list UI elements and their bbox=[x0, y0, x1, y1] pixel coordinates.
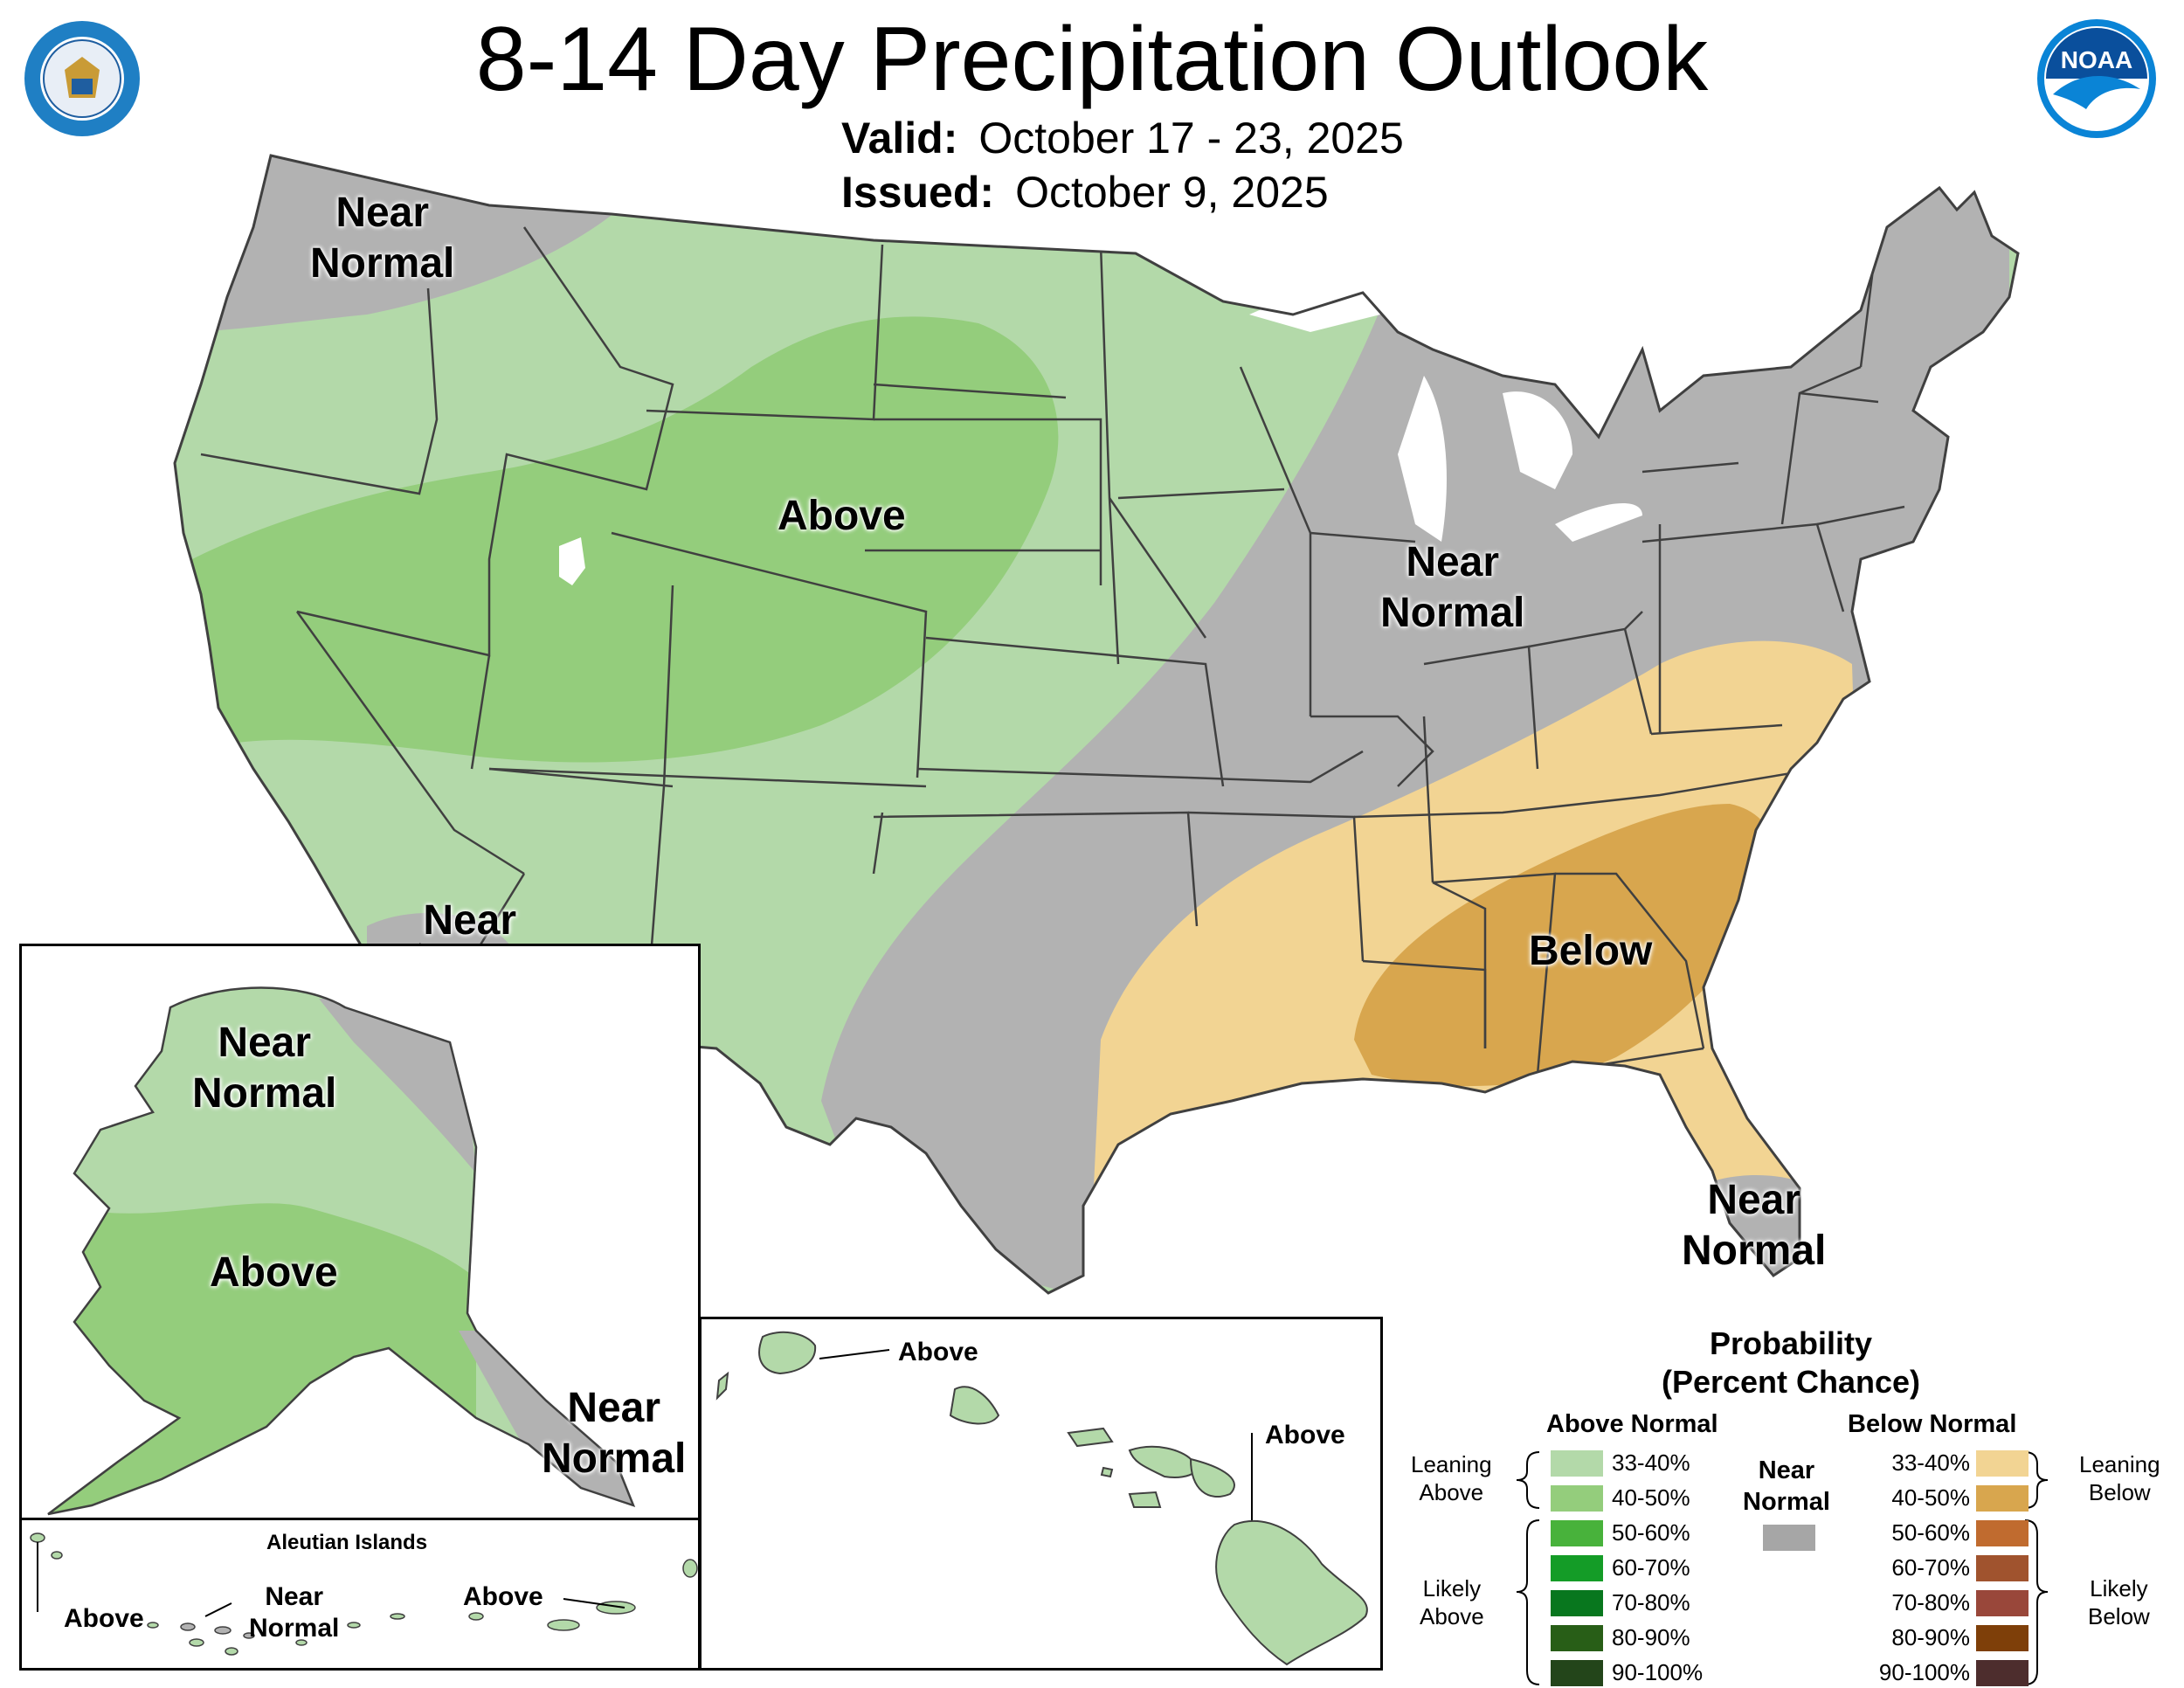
legend-below-range-label: 60-70% bbox=[1891, 1554, 1970, 1581]
legend-above-swatch bbox=[1551, 1450, 1603, 1477]
legend-below-swatch bbox=[1976, 1590, 2028, 1616]
label-alaska-near-normal-north: Near Normal bbox=[192, 1020, 337, 1117]
legend-above-swatch bbox=[1551, 1660, 1603, 1686]
legend-above-range-label: 33-40% bbox=[1612, 1449, 1690, 1476]
legend-above-header: Above Normal bbox=[1546, 1410, 1718, 1438]
alaska-inset: Near Normal Above Near Normal bbox=[19, 944, 701, 1520]
valid-line: Valid: October 17 - 23, 2025 bbox=[841, 112, 1404, 164]
department-of-commerce-seal-icon bbox=[24, 21, 140, 136]
legend-above-swatch bbox=[1551, 1485, 1603, 1512]
legend-near-header: Near Normal bbox=[1743, 1456, 1830, 1516]
legend-below-range-label: 80-90% bbox=[1891, 1624, 1970, 1650]
legend-below-range-label: 33-40% bbox=[1891, 1449, 1970, 1476]
aleutian-inset: Aleutian Islands Above Near Normal Above bbox=[19, 1518, 701, 1671]
legend-title: Probability (Percent Chance) bbox=[1661, 1325, 1921, 1400]
label-hawaii-above-big-island: Above bbox=[1265, 1421, 1345, 1449]
legend-below-range-label: 90-100% bbox=[1878, 1659, 1970, 1685]
legend-below-swatch bbox=[1976, 1555, 2028, 1581]
label-near-normal-east: Near Normal bbox=[1380, 539, 1525, 636]
legend-below-swatch bbox=[1976, 1450, 2028, 1477]
legend-likely-above-label: Likely Above bbox=[1420, 1575, 1484, 1629]
noaa-logo-icon: NOAA bbox=[2037, 19, 2156, 138]
label-alaska-near-normal-southeast: Near Normal bbox=[542, 1385, 687, 1482]
legend-above-range-label: 50-60% bbox=[1612, 1519, 1690, 1546]
hawaii-map bbox=[715, 1331, 1368, 1666]
issued-value: October 9, 2025 bbox=[1015, 168, 1329, 217]
label-above-central: Above bbox=[778, 493, 906, 539]
label-alaska-above: Above bbox=[210, 1249, 338, 1296]
label-aleutian-above-east: Above bbox=[463, 1582, 543, 1611]
legend-leaning-above-label: Leaning Above bbox=[1411, 1451, 1492, 1505]
issued-line: Issued: October 9, 2025 bbox=[841, 166, 1329, 218]
label-near-normal-northwest: Near Normal bbox=[310, 190, 455, 287]
valid-label: Valid: bbox=[841, 114, 958, 163]
legend-leaning-below-label: Leaning Below bbox=[2079, 1451, 2160, 1505]
legend-above-range-label: 80-90% bbox=[1612, 1624, 1690, 1650]
aleutian-islands-title: Aleutian Islands bbox=[266, 1531, 428, 1554]
legend-above-range-label: 60-70% bbox=[1612, 1554, 1690, 1581]
legend-above-swatch bbox=[1551, 1520, 1603, 1546]
legend-likely-below-label: Likely Below bbox=[2088, 1575, 2150, 1629]
legend-above-range-label: 90-100% bbox=[1612, 1659, 1704, 1685]
label-aleutian-near-normal: Near Normal bbox=[249, 1582, 340, 1643]
legend-below-swatch bbox=[1976, 1625, 2028, 1651]
legend-below-range-label: 70-80% bbox=[1891, 1589, 1970, 1615]
legend-above-swatch bbox=[1551, 1555, 1603, 1581]
legend-below-swatch bbox=[1976, 1520, 2028, 1546]
legend-above-range-label: 70-80% bbox=[1612, 1589, 1690, 1615]
label-near-normal-florida: Near Normal bbox=[1682, 1177, 1827, 1274]
legend-below-header: Below Normal bbox=[1848, 1410, 2017, 1438]
hawaii-inset: Above Above bbox=[699, 1317, 1383, 1671]
legend-below-range-label: 50-60% bbox=[1891, 1519, 1970, 1546]
svg-text:NOAA: NOAA bbox=[2061, 46, 2132, 73]
legend-below-swatch bbox=[1976, 1485, 2028, 1512]
aleutian-islands-map bbox=[30, 1532, 698, 1656]
legend-above-swatch bbox=[1551, 1590, 1603, 1616]
issued-label: Issued: bbox=[841, 168, 995, 217]
legend-above-range-label: 40-50% bbox=[1612, 1484, 1690, 1511]
label-below-southeast: Below bbox=[1529, 928, 1653, 974]
legend-below-swatch bbox=[1976, 1660, 2028, 1686]
legend-near-normal-swatch bbox=[1763, 1525, 1815, 1551]
label-hawaii-above-kauai: Above bbox=[898, 1338, 978, 1366]
valid-value: October 17 - 23, 2025 bbox=[978, 114, 1404, 163]
legend-below-range-label: 40-50% bbox=[1891, 1484, 1970, 1511]
alaska-map bbox=[46, 986, 635, 1516]
page-title: 8-14 Day Precipitation Outlook bbox=[475, 9, 1709, 110]
legend-above-swatch bbox=[1551, 1625, 1603, 1651]
label-aleutian-above-west: Above bbox=[64, 1604, 144, 1633]
